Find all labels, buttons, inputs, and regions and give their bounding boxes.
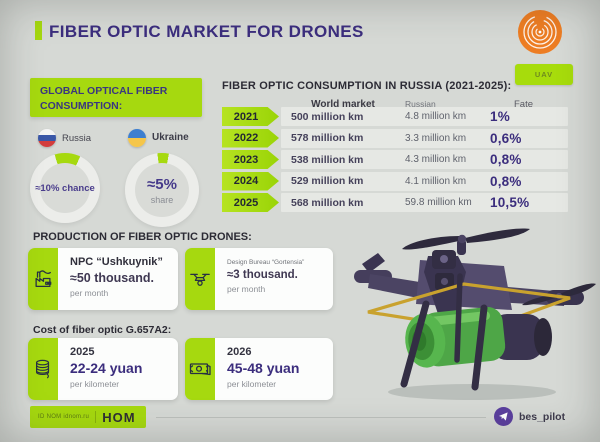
ukraine-label: Ukraine: [152, 132, 189, 143]
fate-value: 0,8%: [490, 173, 522, 189]
producer-volume: ≈3 thousand.: [227, 269, 298, 281]
ukraine-donut-chart: ≈5% share: [125, 153, 199, 227]
coil-icon: [28, 338, 58, 400]
producer-period: per month: [70, 288, 109, 298]
year-tag: 2021: [222, 107, 279, 126]
cost-card-2026: 2026 45-48 yuan per kilometer: [185, 338, 333, 400]
badge-divider: [95, 411, 97, 423]
fate-value: 10,5%: [490, 195, 530, 210]
producer-name: Design Bureau “Gortensia”: [227, 259, 305, 266]
cost-unit: per kilometer: [70, 379, 120, 389]
source-badge[interactable]: ID NOM idnom.ru НОМ: [30, 406, 146, 428]
world-market-value: 500 million km: [291, 110, 364, 123]
footer-divider-line: [156, 417, 486, 418]
ukraine-donut-sublabel: share: [150, 194, 174, 205]
production-heading: PRODUCTION OF FIBER OPTIC DRONES:: [33, 231, 252, 243]
russian-value: 59.8 million km: [405, 197, 472, 208]
russian-value: 4.1 million km: [405, 175, 467, 187]
russia-donut-label: ≈10% chance: [35, 182, 95, 194]
title-accent-bar: [35, 21, 42, 40]
drone-illustration: [354, 228, 596, 400]
world-market-value: 538 million km: [291, 153, 364, 166]
cost-card-2025: 2025 22-24 yuan per kilometer: [28, 338, 178, 400]
uav-button[interactable]: UAV: [515, 64, 573, 85]
brand-logo-text: НОМ: [102, 409, 136, 425]
producer-volume: ≈50 thousand.: [70, 271, 154, 285]
table-row: 2023 538 million km 4.3 million km 0,8%: [222, 150, 568, 169]
table-row: 2024 529 million km 4.1 million km 0,8%: [222, 171, 568, 191]
production-card-gortensia: Design Bureau “Gortensia” ≈3 thousand. p…: [185, 248, 333, 310]
russian-value: 4.8 million km: [405, 111, 467, 122]
russia-label: Russia: [62, 133, 92, 144]
page-title: FIBER OPTIC MARKET FOR DRONES: [49, 22, 364, 41]
cost-year: 2026: [227, 346, 252, 358]
year-tag: 2024: [222, 171, 279, 191]
table-title: FIBER OPTIC CONSUMPTION IN RUSSIA (2021-…: [222, 80, 512, 92]
table-row: 2021 500 million km 4.8 million km 1%: [222, 107, 568, 126]
telegram-handle[interactable]: bes_pilot: [519, 411, 566, 423]
spiral-logo-icon: [518, 10, 562, 54]
russia-donut-chart: ≈10% chance: [30, 153, 100, 223]
fate-value: 1%: [490, 109, 510, 124]
producer-period: per month: [227, 284, 266, 294]
col-header-fate: Fate: [514, 99, 534, 110]
ukraine-flag-icon: [128, 129, 146, 147]
year-tag: 2023: [222, 150, 279, 169]
ukraine-donut-value: ≈5%: [147, 175, 177, 193]
world-market-value: 578 million km: [291, 132, 364, 144]
production-card-ushkuynik: NPC “Ushkuynik” ≈50 thousand. per month: [28, 248, 178, 310]
col-header-world-market: World market: [311, 99, 375, 110]
drone-icon: [185, 248, 215, 310]
col-header-russian: Russian: [405, 99, 436, 109]
table-row: 2022 578 million km 3.3 million km 0,6%: [222, 128, 568, 148]
russian-value: 3.3 million km: [405, 132, 467, 144]
telegram-icon[interactable]: [494, 407, 513, 426]
russian-value: 4.3 million km: [405, 154, 467, 165]
world-market-value: 568 million km: [291, 196, 364, 209]
table-row: 2025 568 million km 59.8 million km 10,5…: [222, 193, 568, 212]
fate-value: 0,8%: [490, 152, 522, 167]
world-market-value: 529 million km: [291, 175, 364, 187]
ukraine-donut-label: ≈5% share: [125, 153, 199, 227]
russia-flag-icon: [38, 129, 56, 147]
cost-unit: per kilometer: [227, 379, 277, 389]
banknote-icon: [185, 338, 215, 400]
global-consumption-heading: GLOBAL OPTICAL FIBER CONSUMPTION:: [30, 78, 202, 117]
source-url: ID NOM idnom.ru: [38, 414, 90, 420]
producer-name: NPC “Ushkuynik”: [70, 256, 163, 268]
factory-icon: [28, 248, 58, 310]
fate-value: 0,6%: [490, 130, 522, 146]
year-tag: 2022: [222, 128, 279, 148]
table-header-row: World market Russian Fate: [281, 99, 568, 110]
cost-value: 22-24 yuan: [70, 360, 143, 376]
cost-value: 45-48 yuan: [227, 360, 300, 376]
year-tag: 2025: [222, 193, 279, 212]
spiral-logo: [517, 9, 563, 55]
cost-year: 2025: [70, 346, 95, 358]
cost-heading: Cost of fiber optic G.657A2:: [33, 324, 172, 336]
